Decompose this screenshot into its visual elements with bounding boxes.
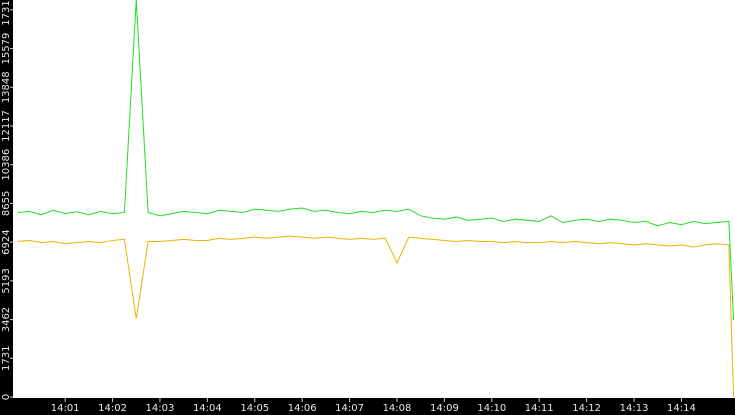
y-tick-label: 12117 bbox=[1, 110, 12, 142]
y-tick-label: 6924 bbox=[1, 229, 12, 254]
x-tick-label: 14:03 bbox=[146, 403, 175, 414]
x-tick-label: 14:12 bbox=[572, 403, 601, 414]
y-tick-label: 10386 bbox=[1, 149, 12, 181]
y-tick-label: 13848 bbox=[1, 71, 12, 103]
x-tick-label: 14:10 bbox=[477, 403, 506, 414]
x-tick-label: 14:02 bbox=[98, 403, 127, 414]
x-tick-label: 14:09 bbox=[430, 403, 459, 414]
series-line bbox=[17, 0, 735, 320]
y-tick-label: 1731 bbox=[1, 346, 12, 371]
x-tick-label: 14:07 bbox=[335, 403, 364, 414]
x-tick-label: 14:11 bbox=[525, 403, 554, 414]
x-tick-label: 14:05 bbox=[240, 403, 269, 414]
x-tick-label: 14:04 bbox=[193, 403, 222, 414]
x-tick-label: 14:14 bbox=[667, 403, 696, 414]
x-axis-strip bbox=[0, 398, 735, 415]
y-tick-label: 17310 bbox=[1, 0, 12, 26]
series-line bbox=[17, 235, 735, 398]
y-tick-label: 15579 bbox=[1, 33, 12, 65]
x-tick-label: 14:06 bbox=[288, 403, 317, 414]
y-axis-strip bbox=[0, 0, 13, 415]
y-tick-label: 5193 bbox=[1, 268, 12, 293]
x-tick-label: 14:13 bbox=[620, 403, 649, 414]
y-tick-label: 8655 bbox=[1, 191, 12, 216]
y-tick-label: 3462 bbox=[1, 307, 12, 332]
x-tick-label: 14:08 bbox=[383, 403, 412, 414]
y-tick-label: 0 bbox=[1, 394, 12, 400]
x-tick-label: 14:01 bbox=[51, 403, 80, 414]
